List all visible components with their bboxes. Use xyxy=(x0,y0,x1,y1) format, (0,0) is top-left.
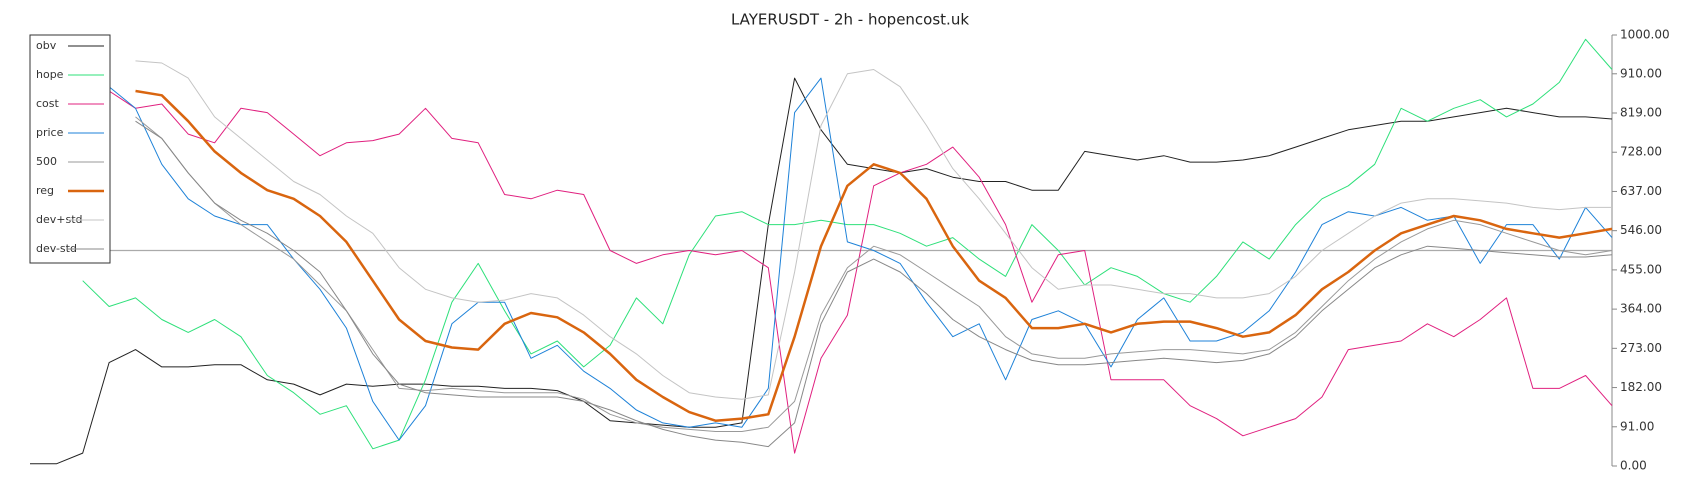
legend-label: dev-std xyxy=(36,242,77,255)
y-tick-label: 910.00 xyxy=(1620,66,1662,80)
legend-label: price xyxy=(36,126,64,139)
legend-label: obv xyxy=(36,39,57,52)
series-line xyxy=(82,77,1613,441)
series-line xyxy=(30,77,1613,465)
legend-label: 500 xyxy=(36,155,57,168)
y-tick-label: 455.00 xyxy=(1620,262,1662,276)
legend-label: cost xyxy=(36,97,60,110)
series-line xyxy=(108,90,1613,454)
legend-label: reg xyxy=(36,184,54,197)
legend: obv hope cost price 500 reg dev+std dev-std xyxy=(29,34,111,264)
y-tick-label: 91.00 xyxy=(1620,419,1654,433)
series-line xyxy=(135,89,1613,422)
y-tick-label: 0.00 xyxy=(1620,459,1647,473)
series-line xyxy=(82,38,1613,450)
chart-title: LAYERUSDT - 2h - hopencost.uk xyxy=(731,11,969,29)
y-tick-label: 1000.00 xyxy=(1620,28,1670,42)
y-tick-label: 273.00 xyxy=(1620,341,1662,355)
legend-label: hope xyxy=(36,68,64,81)
y-tick-label: 182.00 xyxy=(1620,380,1662,394)
y-tick-label: 819.00 xyxy=(1620,106,1662,120)
y-tick-label: 546.00 xyxy=(1620,223,1662,237)
y-tick-label: 728.00 xyxy=(1620,145,1662,159)
legend-label: dev+std xyxy=(36,213,83,226)
y-tick-label: 364.00 xyxy=(1620,302,1662,316)
series-line xyxy=(135,120,1613,448)
series-line xyxy=(135,60,1612,400)
series-line xyxy=(135,116,1613,432)
y-tick-label: 637.00 xyxy=(1620,184,1662,198)
legend-box xyxy=(29,34,111,264)
